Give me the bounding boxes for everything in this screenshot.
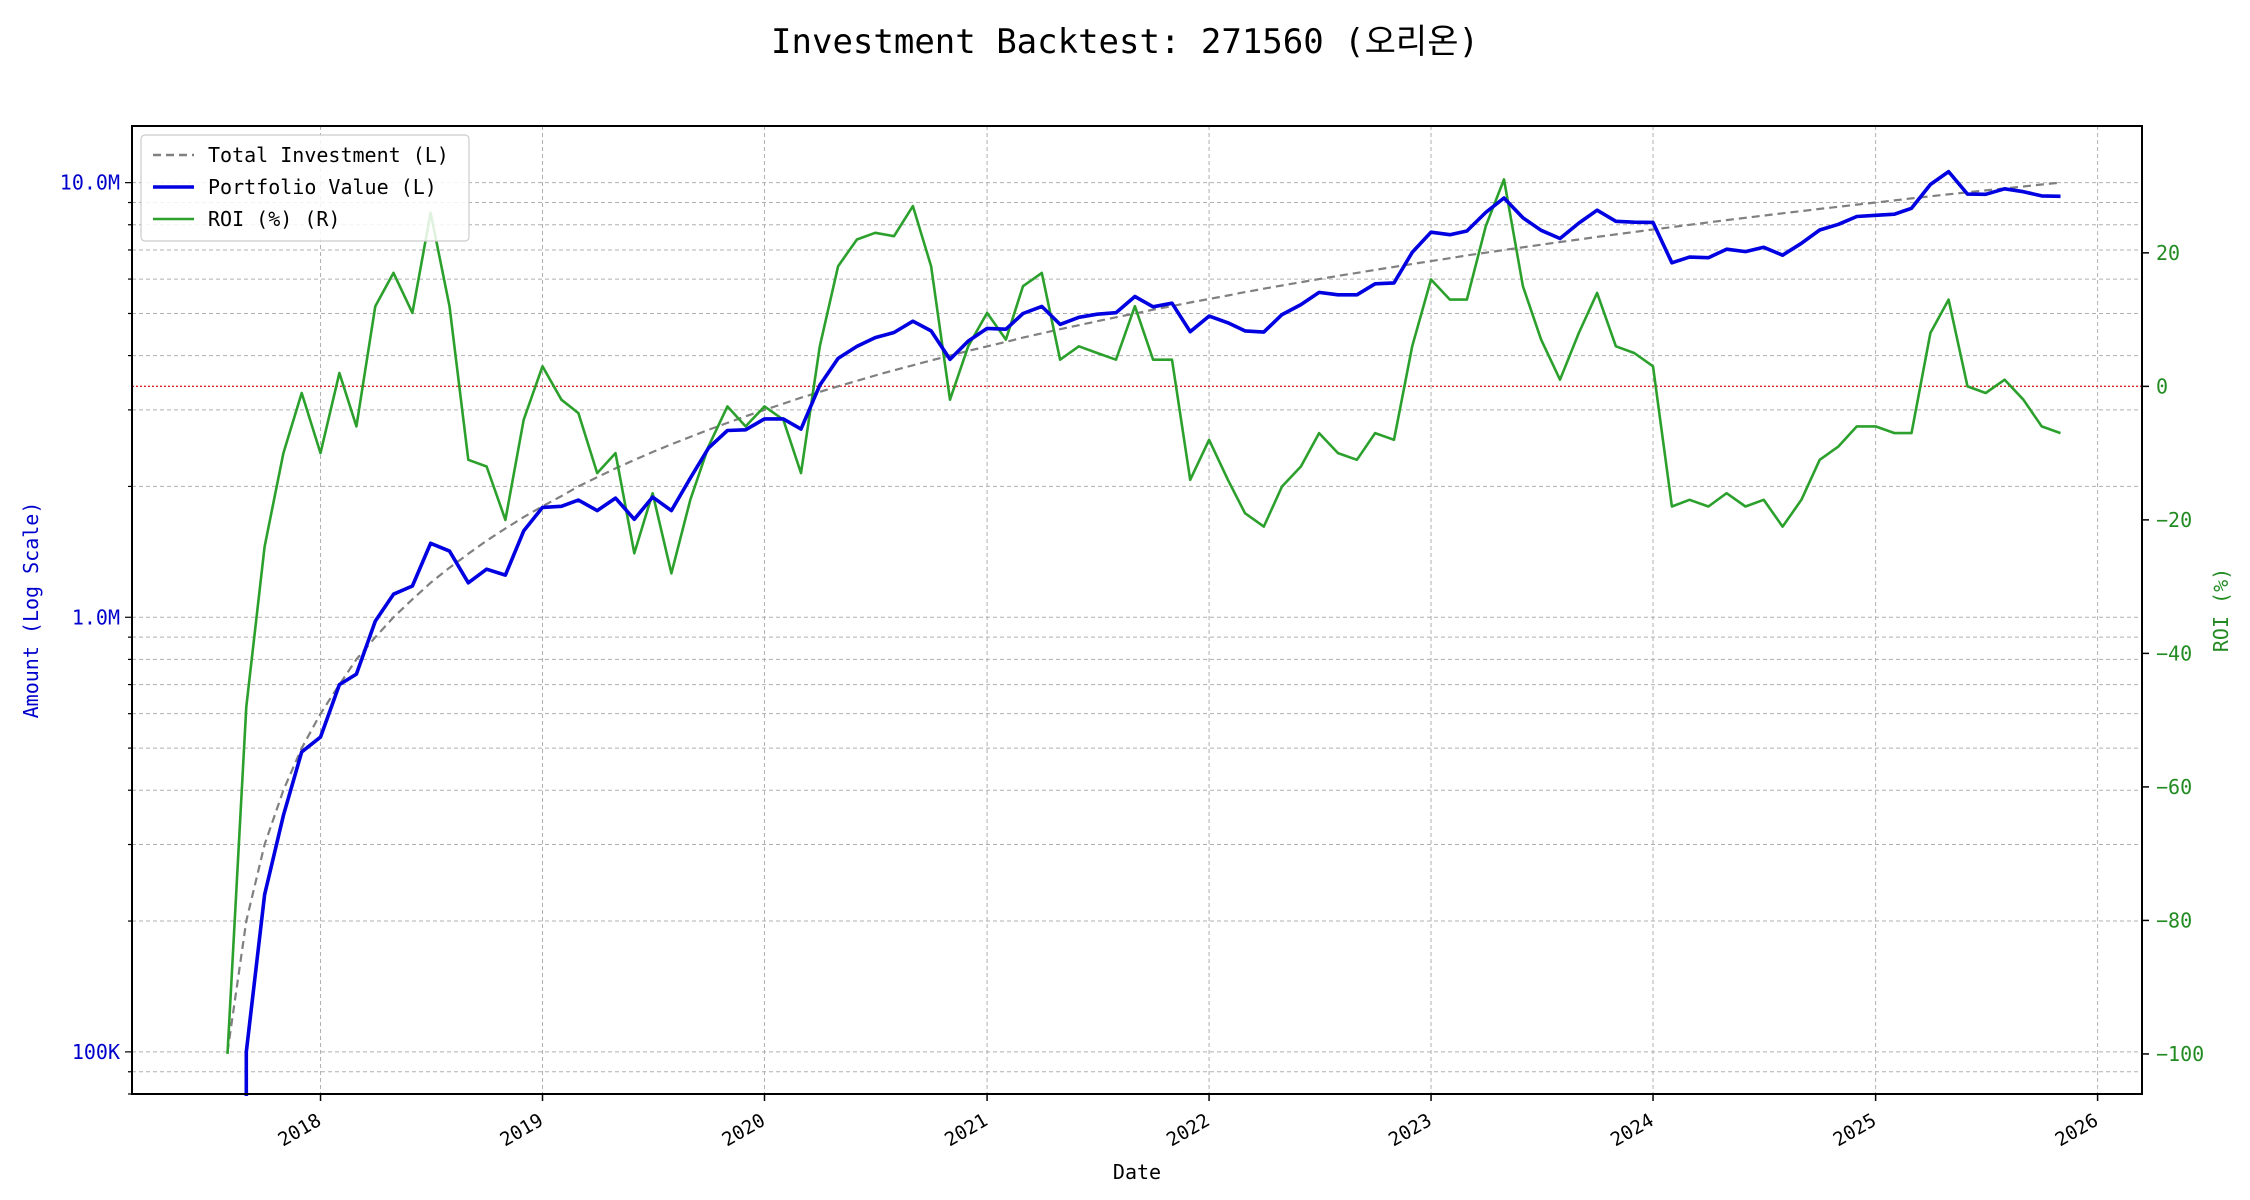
series-line-portfolio-value bbox=[244, 169, 2061, 1096]
right-tick-label: −20 bbox=[2156, 508, 2192, 532]
legend-entry: Total Investment (L) bbox=[208, 143, 449, 167]
legend-entry: ROI (%) (R) bbox=[208, 207, 340, 231]
series-line-total-investment bbox=[226, 181, 2061, 1053]
x-tick-label: 2018 bbox=[274, 1109, 325, 1151]
left-tick-label: 10.0M bbox=[60, 171, 120, 195]
legend-box bbox=[140, 134, 470, 242]
x-tick-label: 2020 bbox=[718, 1109, 769, 1151]
right-y-axis-label: ROI (%) bbox=[2209, 568, 2233, 652]
grid-lines bbox=[132, 126, 2142, 1095]
chart-title: Investment Backtest: 271560 (오리온) bbox=[771, 22, 1479, 62]
x-tick-label: 2024 bbox=[1607, 1109, 1658, 1151]
plot-frame bbox=[131, 125, 2143, 1095]
right-tick-label: 0 bbox=[2156, 374, 2168, 398]
right-tick-label: −60 bbox=[2156, 775, 2192, 799]
right-tick-label: 20 bbox=[2156, 241, 2180, 265]
x-tick-label: 2025 bbox=[1829, 1109, 1880, 1151]
right-tick-label: −80 bbox=[2156, 908, 2192, 932]
x-tick-label: 2022 bbox=[1163, 1109, 1214, 1151]
x-tick-label: 2023 bbox=[1385, 1109, 1436, 1151]
left-y-axis-label: Amount (Log Scale) bbox=[19, 502, 43, 719]
x-tick-label: 2021 bbox=[941, 1109, 992, 1151]
x-tick-label: 2019 bbox=[496, 1109, 547, 1151]
right-tick-label: −40 bbox=[2156, 641, 2192, 665]
series-line-roi bbox=[226, 178, 2061, 1054]
x-axis-label: Date bbox=[1113, 1160, 1161, 1184]
left-tick-label: 1.0M bbox=[72, 605, 120, 629]
legend: Total Investment (L) Portfolio Value (L) R… bbox=[140, 134, 470, 242]
left-tick-label: 100K bbox=[72, 1040, 120, 1064]
legend-entry: Portfolio Value (L) bbox=[208, 175, 437, 199]
x-tick-label: 2026 bbox=[2051, 1109, 2102, 1151]
series-lines bbox=[132, 169, 2142, 1096]
right-tick-label: −100 bbox=[2156, 1042, 2204, 1066]
